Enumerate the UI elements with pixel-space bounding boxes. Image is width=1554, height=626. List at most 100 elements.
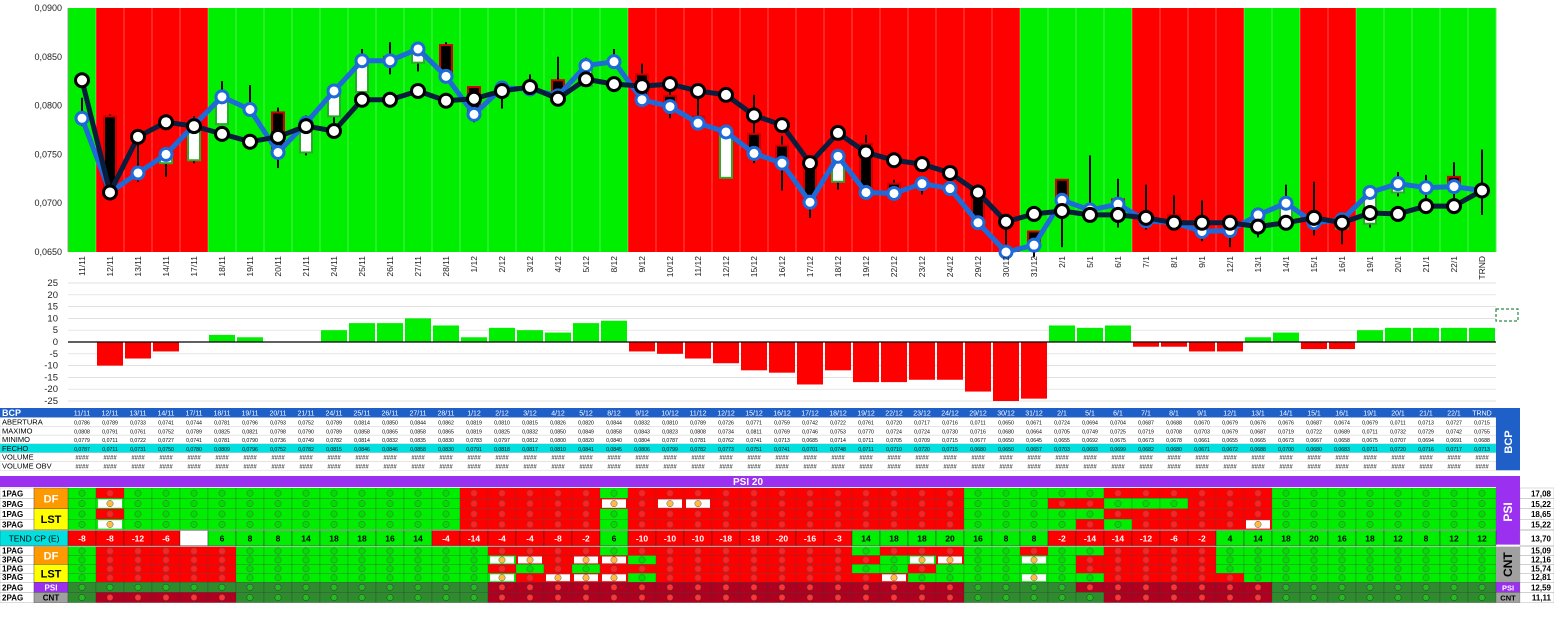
signal-dot: [806, 500, 814, 508]
signal-dot: [218, 489, 226, 497]
table-cell: ####: [467, 456, 481, 462]
signal-dot: [694, 520, 702, 528]
trend-point: [102, 184, 118, 201]
close-point: [410, 41, 426, 57]
signal-dot: [134, 489, 142, 497]
table-cell: ####: [943, 465, 957, 471]
x-tick-label: 5/1: [1085, 256, 1095, 268]
indicator-bar: [853, 342, 879, 383]
bottom-signal-dot: [358, 594, 366, 601]
x-tick-label: 18/11: [217, 256, 227, 277]
table-cell: 0,0673: [1138, 438, 1154, 444]
tend-value: -12: [1140, 534, 1153, 544]
table-cell: 0,0786: [74, 421, 90, 427]
signal-dot: [1002, 556, 1010, 564]
indicator-bar: [1469, 327, 1495, 342]
table-cell: ####: [915, 465, 929, 471]
x-tick-label: 12/11: [105, 256, 115, 277]
signal-dot: [890, 500, 898, 508]
table-cell: 0,0832: [522, 429, 538, 435]
tend-value: -8: [554, 534, 562, 544]
signal-dot: [1310, 547, 1318, 555]
table-cell: ####: [75, 456, 89, 462]
signal-dot: [498, 520, 506, 528]
tend-value: 12: [1477, 534, 1487, 544]
signal-dot: [1142, 520, 1150, 528]
trend-point: [74, 72, 90, 89]
table-cell: 0,0844: [606, 421, 622, 427]
signal-dot: [1422, 565, 1430, 573]
signal-dot: [442, 547, 450, 555]
table-cell: 0,0762: [718, 438, 734, 444]
table-cell: 0,0720: [1390, 447, 1406, 453]
signal-dot: [554, 565, 562, 573]
tend-value: -4: [498, 534, 506, 544]
table-cell: 0,0688: [1474, 438, 1490, 444]
indicator-bar: [405, 318, 431, 342]
signal-dot: [1338, 489, 1346, 497]
table-cell: 0,0830: [438, 438, 454, 444]
table-cell: 0,0670: [1194, 421, 1210, 427]
table-cell: ####: [551, 465, 565, 471]
signal-dot: [1002, 565, 1010, 573]
y-tick-label: 0,0650: [34, 247, 62, 257]
table-header-date: 24/12: [941, 411, 959, 418]
signal-dot: [946, 547, 954, 555]
signal-dot: [918, 510, 926, 518]
signal-dot: [638, 574, 646, 582]
table-cell: 0,0789: [326, 421, 342, 427]
table-cell: 0,0645: [1026, 438, 1042, 444]
signal-dot: [470, 574, 478, 582]
table-cell: 0,0687: [1250, 429, 1266, 435]
table-cell: 0,0716: [942, 421, 958, 427]
signal-dot: [1450, 500, 1458, 508]
table-cell: ####: [103, 465, 117, 471]
signal-dot: [1030, 500, 1038, 508]
trend-point: [270, 128, 286, 145]
table-cell: 0,0790: [298, 429, 314, 435]
signal-dot: [1170, 565, 1178, 573]
signal-dot: [778, 500, 786, 508]
signal-dot: [946, 500, 954, 508]
tend-value: -2: [582, 534, 590, 544]
table-cell: 0,0711: [1362, 447, 1378, 453]
signal-dot: [470, 510, 478, 518]
signal-dot: [330, 556, 338, 564]
signal-dot: [890, 574, 898, 582]
trend-point: [1110, 206, 1126, 223]
table-cell: ####: [131, 456, 145, 462]
table-cell: 0,0755: [1474, 429, 1490, 435]
table-cell: ####: [1419, 456, 1433, 462]
table-header-date: 19/11: [242, 411, 259, 418]
signal-dot: [1058, 556, 1066, 564]
signal-dot: [1086, 500, 1094, 508]
table-cell: 0,0814: [354, 438, 370, 444]
signal-dot: [1366, 520, 1374, 528]
table-cell: 0,0675: [1362, 438, 1378, 444]
signal-dot: [1422, 574, 1430, 582]
bottom-signal-dot: [1058, 594, 1066, 601]
bottom-signal-dot: [442, 583, 450, 591]
signal-dot: [274, 574, 282, 582]
signal-dot: [1450, 510, 1458, 518]
table-header-date: 27/11: [410, 411, 427, 418]
table-cell: 0,0819: [466, 429, 482, 435]
close-point: [158, 146, 174, 162]
indicator-bar: [1077, 327, 1103, 342]
bottom-signal-dot: [1170, 594, 1178, 601]
indicator-bar: [1441, 327, 1467, 342]
table-cell: 0,0799: [662, 447, 678, 453]
signal-dot: [106, 500, 114, 508]
bottom-signal-dot: [1058, 583, 1066, 591]
indicator-bar: [1133, 342, 1159, 347]
table-cell: ####: [1027, 456, 1041, 462]
bottom-signal-dot: [974, 594, 982, 601]
signal-dot: [778, 556, 786, 564]
signal-dot: [190, 565, 198, 573]
table-cell: 0,0719: [1138, 429, 1154, 435]
trend-point: [298, 118, 314, 135]
signal-dot: [274, 489, 282, 497]
signal-dot: [974, 574, 982, 582]
trend-point: [354, 91, 370, 108]
signal-dot: [582, 510, 590, 518]
